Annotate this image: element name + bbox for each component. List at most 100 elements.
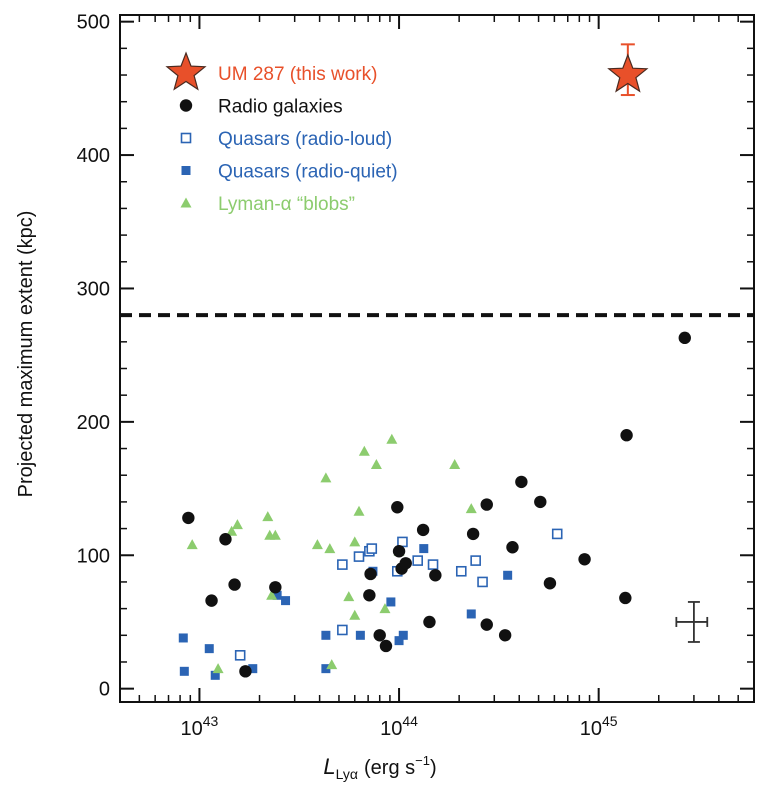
plot-border — [119, 14, 755, 703]
point-filled-circle — [391, 501, 404, 514]
point-filled-triangle — [266, 589, 278, 600]
y-tick-label: 300 — [77, 278, 110, 300]
legend-label: UM 287 (this work) — [218, 64, 377, 85]
point-open-square — [470, 555, 481, 566]
point-open-square — [412, 555, 424, 566]
point-filled-triangle — [226, 525, 238, 536]
legend-label: Quasars (radio-loud) — [218, 129, 392, 150]
legend-marker — [180, 132, 192, 144]
y-axis: 0 100 200 300 400 500 — [77, 12, 754, 701]
point-filled-circle — [678, 331, 691, 345]
point-filled-square — [178, 633, 188, 643]
legend-marker — [165, 51, 207, 91]
data-points — [178, 43, 691, 680]
point-open-square — [353, 551, 365, 562]
point-filled-square — [419, 544, 429, 554]
point-filled-circle — [373, 629, 386, 642]
point-filled-circle — [219, 533, 232, 546]
legend-label: Radio galaxies — [218, 97, 343, 118]
point-filled-triangle — [262, 511, 274, 522]
x-axis-title-sub: Lyα — [336, 766, 358, 782]
point-filled-triangle — [324, 543, 336, 554]
point-open-square — [427, 559, 439, 570]
point-filled-triangle — [379, 603, 391, 614]
point-open-square — [551, 528, 563, 540]
point-open-square — [366, 543, 378, 554]
point-filled-triangle — [269, 529, 281, 540]
point-filled-triangle — [353, 505, 365, 516]
point-filled-circle — [239, 665, 252, 678]
point-filled-circle — [269, 581, 282, 594]
point-filled-triangle — [349, 609, 361, 620]
legend-marker — [179, 99, 193, 112]
x-axis-title: LLyα (erg s−1) — [323, 753, 436, 782]
point-open-square — [477, 576, 488, 588]
point-filled-triangle — [343, 591, 355, 602]
point-filled-square — [248, 664, 258, 674]
point-filled-square — [204, 644, 214, 654]
point-filled-triangle — [212, 663, 224, 674]
point-filled-square — [272, 590, 282, 600]
point-filled-circle — [205, 594, 218, 607]
x-axis: 1043 1044 1045 — [119, 15, 755, 740]
point-filled-circle — [578, 553, 591, 566]
point-filled-triangle — [349, 536, 361, 547]
typical-error-bar — [675, 601, 709, 643]
point-filled-triangle — [320, 472, 332, 483]
point-filled-circle — [466, 527, 480, 541]
y-tick-label: 0 — [99, 679, 110, 701]
point-filled-circle — [619, 591, 632, 605]
point-filled-circle — [423, 615, 436, 629]
x-axis-title-exp: −1 — [415, 753, 430, 768]
y-tick-label: 400 — [77, 145, 110, 167]
point-filled-circle — [416, 523, 430, 537]
point-open-square — [337, 624, 348, 636]
point-filled-square — [179, 666, 189, 676]
point-filled-circle — [498, 629, 512, 642]
point-filled-circle — [480, 618, 493, 631]
y-tick-label: 200 — [77, 412, 110, 434]
y-axis-title: Projected maximum extent (kpc) — [15, 211, 37, 498]
x-axis-title-unit: (erg s — [364, 757, 415, 779]
point-filled-circle — [534, 495, 547, 509]
point-filled-circle — [182, 511, 195, 525]
y-tick-label: 100 — [77, 545, 110, 567]
point-filled-circle — [515, 475, 528, 489]
point-filled-triangle — [370, 459, 382, 470]
x-axis-title-main: L — [323, 754, 335, 779]
x-axis-title-close: ) — [430, 757, 437, 779]
point-filled-triangle — [311, 539, 323, 550]
point-filled-circle — [228, 578, 241, 591]
point-filled-triangle — [358, 445, 370, 456]
point-star — [607, 53, 649, 93]
point-filled-circle — [429, 569, 442, 582]
legend-marker — [180, 197, 192, 208]
legend: UM 287 (this work) Radio galaxies Quasars … — [165, 51, 398, 215]
point-filled-triangle — [231, 519, 243, 530]
point-filled-triangle — [186, 539, 198, 550]
point-filled-square — [210, 670, 220, 680]
point-open-square — [455, 565, 467, 577]
point-filled-square — [281, 596, 291, 606]
point-filled-circle — [543, 577, 557, 590]
point-filled-circle — [379, 639, 393, 653]
plot-frame — [119, 14, 755, 703]
legend-marker — [181, 166, 191, 175]
y-tick-label: 500 — [77, 12, 110, 34]
point-filled-circle — [364, 567, 377, 581]
x-tick-label: 1044 — [380, 713, 418, 740]
point-filled-triangle — [449, 459, 461, 470]
point-filled-triangle — [326, 659, 338, 670]
point-filled-circle — [506, 541, 519, 554]
point-filled-circle — [480, 498, 493, 511]
x-tick-label: 1045 — [580, 713, 618, 740]
point-filled-triangle — [386, 433, 398, 444]
point-filled-square — [386, 597, 396, 607]
legend-label: Quasars (radio-quiet) — [218, 162, 398, 183]
point-filled-square — [398, 630, 408, 640]
point-filled-triangle — [465, 503, 477, 514]
point-filled-circle — [399, 557, 412, 570]
x-tick-label: 1043 — [181, 713, 219, 740]
point-open-square — [337, 559, 348, 570]
